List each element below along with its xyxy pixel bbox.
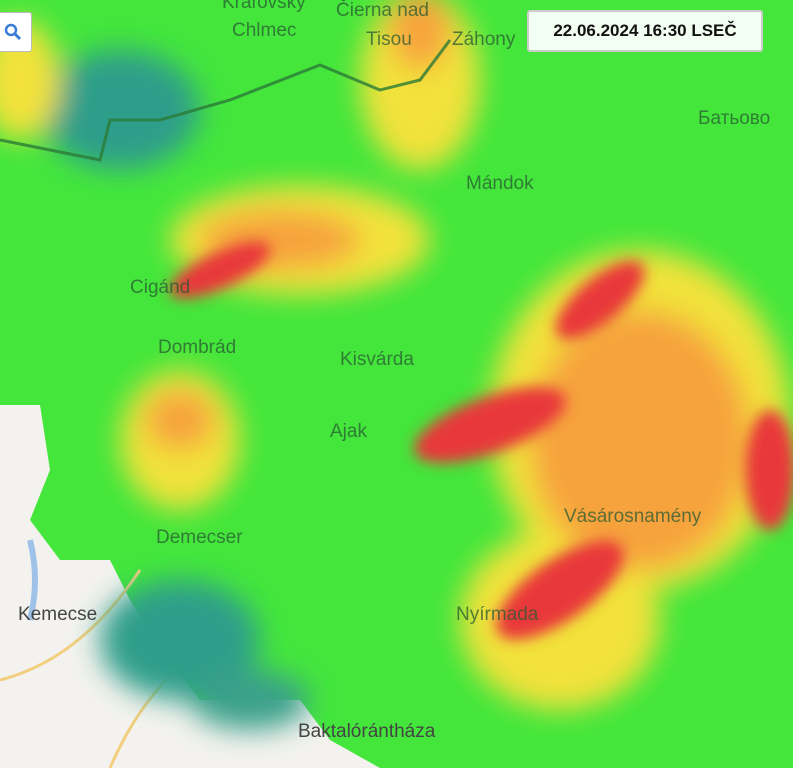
place-label: Záhony: [452, 29, 516, 50]
timestamp-label: 22.06.2024 16:30 LSEČ: [527, 10, 763, 52]
radar-cores: [169, 241, 793, 640]
place-label: Baktalórántháza: [298, 721, 436, 742]
place-label: Čierna nad: [336, 0, 429, 21]
search-button[interactable]: [0, 12, 32, 52]
place-label: Kráľovský: [222, 0, 306, 13]
search-icon: [4, 23, 22, 41]
place-label: Mándok: [466, 173, 534, 194]
place-label: Demecser: [156, 527, 243, 548]
place-label: Kisvárda: [340, 349, 414, 370]
place-label: Tisou: [366, 29, 412, 50]
place-label: Cigánd: [130, 277, 191, 298]
place-label: Vásárosnamény: [564, 506, 702, 527]
place-label: Dombrád: [158, 337, 237, 358]
place-label: Батьово: [698, 108, 771, 129]
place-label: Kemecse: [18, 604, 98, 625]
place-label: Ajak: [330, 421, 367, 442]
place-label: Chlmec: [232, 20, 297, 41]
place-label: Nyírmada: [456, 604, 539, 625]
radar-overlay: [0, 0, 790, 730]
border-line: [0, 39, 452, 162]
